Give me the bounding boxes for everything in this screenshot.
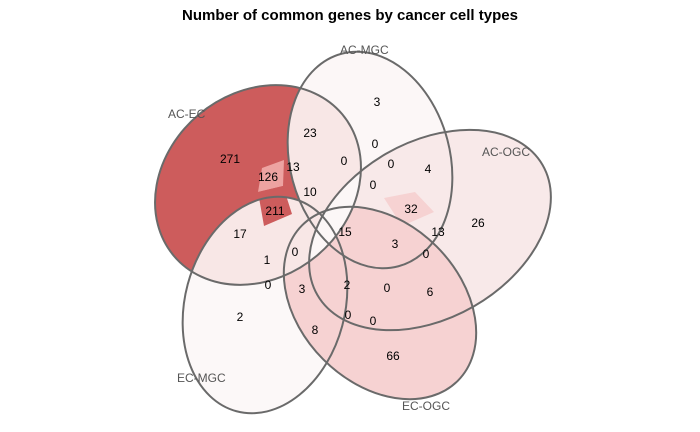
count-region: 13 <box>286 160 300 174</box>
region-126 <box>258 160 284 192</box>
set-outline-ac-mgc <box>286 50 454 270</box>
count-region: 13 <box>431 225 445 239</box>
count-ac-mgc-only: 3 <box>374 95 381 109</box>
count-region: 0 <box>423 247 430 261</box>
count-region: 126 <box>258 170 278 184</box>
region-32 <box>384 192 434 226</box>
count-region: 10 <box>303 185 317 199</box>
count-region: 23 <box>303 126 317 140</box>
set-label-ac-ogc: AC-OGC <box>482 145 530 159</box>
count-region: 0 <box>265 278 272 292</box>
set-label-ec-mgc: EC-MGC <box>177 371 226 385</box>
set-outline-ec-ogc <box>282 205 478 401</box>
count-ac-ogc-only: 26 <box>471 216 485 230</box>
count-region: 0 <box>292 245 299 259</box>
count-region: 6 <box>427 285 434 299</box>
count-region: 0 <box>384 281 391 295</box>
count-ec-mgc-only: 2 <box>237 310 244 324</box>
count-region: 0 <box>372 137 379 151</box>
count-region: 0 <box>388 157 395 171</box>
count-region: 17 <box>233 227 247 241</box>
set-label-ac-ec: AC-EC <box>168 107 206 121</box>
count-region: 8 <box>312 323 319 337</box>
count-region: 0 <box>341 154 348 168</box>
count-region: 0 <box>370 178 377 192</box>
count-region: 3 <box>299 282 306 296</box>
set-outline-ec-mgc <box>181 195 349 415</box>
count-region: 15 <box>338 225 352 239</box>
count-region: 4 <box>425 162 432 176</box>
set-label-ec-ogc: EC-OGC <box>402 399 450 413</box>
count-region: 32 <box>404 202 418 216</box>
count-region: 211 <box>265 204 284 218</box>
set-outline-ac-ec <box>154 84 362 286</box>
count-region: 1 <box>264 253 271 267</box>
set-label-ac-mgc: AC-MGC <box>340 43 389 57</box>
chart-title: Number of common genes by cancer cell ty… <box>182 7 518 24</box>
count-region: 0 <box>370 314 377 328</box>
count-ac-ec-only: 271 <box>220 152 240 166</box>
set-outline-ac-ogc <box>308 128 552 332</box>
count-region: 2 <box>344 278 351 292</box>
count-region: 0 <box>345 308 352 322</box>
count-region: 3 <box>392 237 399 251</box>
count-ec-ogc-only: 66 <box>386 349 400 363</box>
